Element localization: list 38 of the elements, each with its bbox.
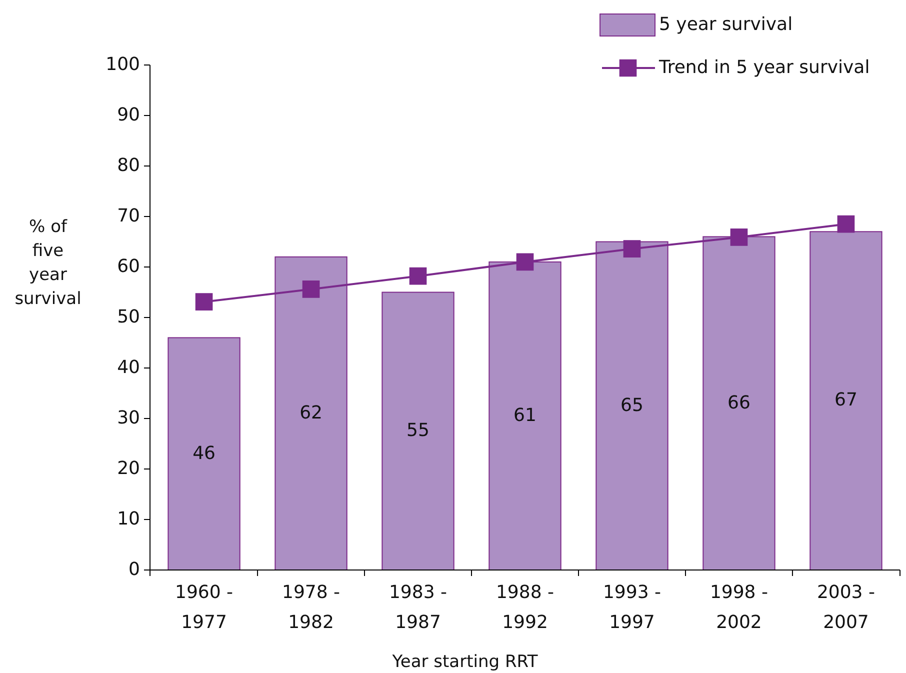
bar — [382, 292, 454, 570]
point — [195, 293, 213, 311]
data-label: 67 — [834, 390, 858, 411]
point — [409, 267, 427, 285]
y-tick-label: 60 — [117, 256, 140, 277]
bar — [168, 337, 240, 570]
y-tick-label: 50 — [117, 306, 140, 328]
y-tick-label: 90 — [117, 104, 140, 126]
x-tick-label: 1988 - 1992 — [496, 582, 554, 633]
x-tick-label: 2003 - 2007 — [816, 582, 875, 633]
data-label: 46 — [192, 442, 216, 464]
point — [623, 240, 641, 258]
data-label: 65 — [620, 394, 644, 416]
x-tick-label: 1960 - 1977 — [175, 582, 234, 633]
x-tick-label: 1993 - 1997 — [602, 582, 662, 633]
x-axis-title: Year starting RRT — [391, 652, 538, 672]
data-label: 61 — [514, 404, 536, 426]
data-label: 62 — [300, 402, 322, 424]
point — [302, 280, 320, 298]
y-tick-label: 80 — [117, 154, 140, 176]
x-tick-label: 1978 - 1982 — [282, 582, 340, 633]
y-tick-label: 10 — [117, 508, 140, 530]
y-axis-title: % of five year survival — [14, 217, 82, 309]
legend-label: Trend in 5 year survival — [658, 56, 870, 78]
point — [516, 253, 534, 271]
x-tick-label: 1998 - 2002 — [710, 582, 768, 633]
y-tick-label: 70 — [117, 205, 140, 226]
legend-label: 5 year survival — [659, 14, 793, 35]
y-tick-label: 0 — [128, 558, 140, 580]
data-label: 55 — [406, 420, 430, 442]
y-tick-label: 100 — [106, 54, 140, 75]
y-tick-label: 20 — [117, 458, 140, 479]
y-tick-label: 40 — [117, 356, 140, 378]
point — [837, 215, 855, 233]
x-tick-label: 1983 - 1987 — [388, 582, 448, 633]
data-label: 66 — [728, 392, 750, 414]
y-tick-label: 30 — [117, 407, 140, 428]
point — [730, 228, 748, 246]
